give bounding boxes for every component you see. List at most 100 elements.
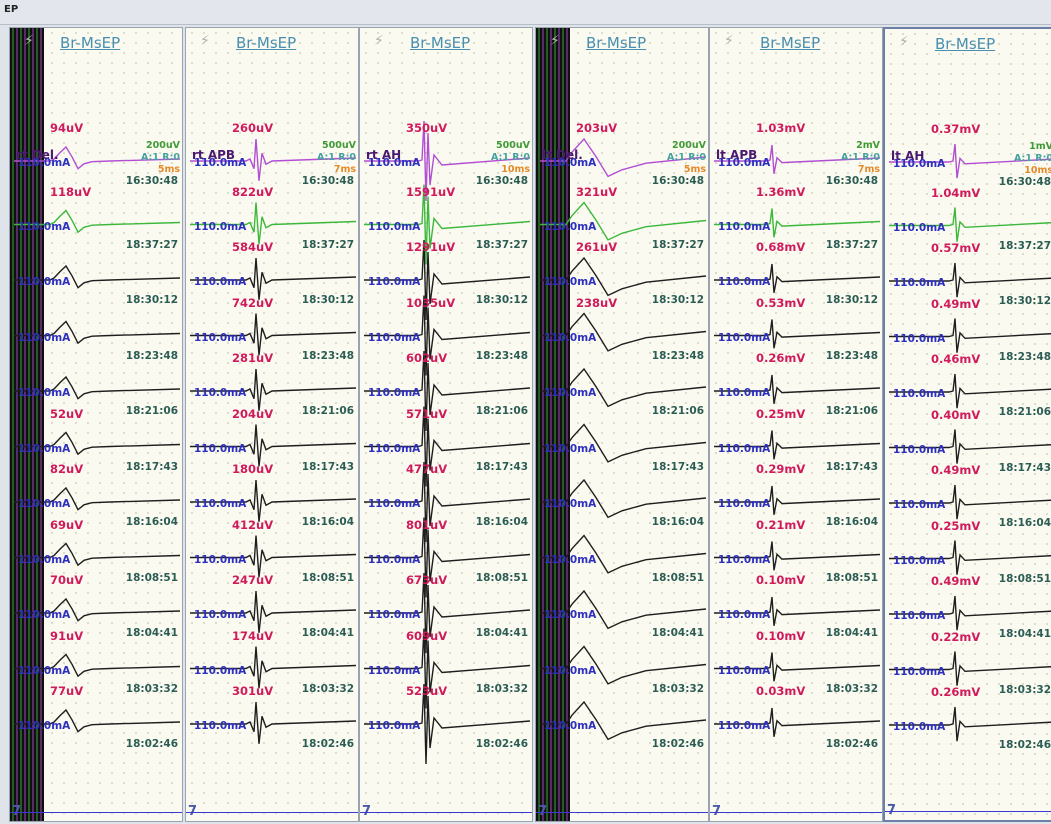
timestamp-label: 18:04:41 bbox=[125, 627, 178, 639]
marker-seven: 7 bbox=[12, 804, 22, 819]
stim-current-label: 110.0mA bbox=[893, 277, 946, 289]
timestamp-label: 16:30:48 bbox=[651, 175, 704, 187]
amplitude-label: 52uV bbox=[50, 406, 84, 421]
timestamp-label: 18:17:43 bbox=[825, 460, 878, 473]
stim-current-label: 110.0mA bbox=[194, 498, 247, 510]
ep-panel-5[interactable]: ⚡ Br-MsEP lt APB 2mV A:1 R:0 7ms 1.03mV 110.0mA… bbox=[709, 27, 883, 822]
stim-current-label: 110.0mA bbox=[18, 387, 71, 399]
stim-current-label: 110.0mA bbox=[718, 220, 771, 233]
timestamp-label: 18:17:43 bbox=[125, 460, 178, 473]
stim-current-label: 110.0mA bbox=[544, 609, 597, 621]
ep-panel-6[interactable]: ⚡ Br-MsEP lt AH 1mV A:1 R:0 10ms 0.37mV 110.0mA… bbox=[883, 27, 1051, 822]
trace-4 bbox=[540, 312, 707, 352]
timestamp-label: 18:03:32 bbox=[301, 682, 354, 695]
stim-current-label: 110.0mA bbox=[544, 720, 597, 732]
amplitude-label: 571uV bbox=[406, 406, 448, 421]
ep-panel-4[interactable]: ⚡ Br-MsEP lt Del. 200uV A:1 R:0 5ms 203uV 110.0… bbox=[535, 27, 709, 822]
timestamp-label: 18:23:48 bbox=[301, 349, 354, 362]
stim-current-label: 110.0mA bbox=[893, 499, 946, 511]
timestamp-label: 18:37:27 bbox=[301, 238, 354, 251]
gain-label: A:1 R:0 bbox=[667, 152, 706, 163]
stim-current-label: 110.0mA bbox=[544, 220, 597, 233]
timestamp-label: 18:04:41 bbox=[301, 627, 354, 639]
trace-10 bbox=[714, 652, 881, 682]
stim-current-label: 110.0mA bbox=[194, 387, 247, 399]
timestamp-label: 18:08:51 bbox=[475, 571, 528, 584]
amplitude-label: 742uV bbox=[232, 295, 274, 310]
sweep-label: 10ms bbox=[501, 164, 530, 175]
stim-current-label: 110.0mA bbox=[893, 665, 946, 678]
stim-current-label: 110.0mA bbox=[718, 276, 771, 288]
timestamp-label: 18:08:51 bbox=[301, 571, 354, 584]
ep-panel-2[interactable]: ⚡ Br-MsEP rt APB 500uV A:1 R:0 7ms 260uV 110.0m… bbox=[185, 27, 359, 822]
stim-current-label: 110.0mA bbox=[368, 157, 421, 169]
amplitude-label: 412uV bbox=[232, 517, 274, 532]
panel-title-link[interactable]: Br-MsEP bbox=[935, 35, 996, 53]
timestamp-label: 18:17:43 bbox=[301, 460, 354, 473]
trace-10 bbox=[540, 645, 707, 685]
panel-title-link[interactable]: Br-MsEP bbox=[60, 34, 121, 52]
amplitude-label: 118uV bbox=[50, 184, 92, 199]
stim-current-label: 110.0mA bbox=[893, 158, 946, 170]
marker-seven: 7 bbox=[538, 804, 548, 819]
panel-title-link[interactable]: Br-MsEP bbox=[236, 34, 297, 52]
bottom-axis-ticks bbox=[10, 812, 182, 821]
sweep-label: 5ms bbox=[683, 164, 706, 175]
stim-current-label: 110.0mA bbox=[544, 387, 597, 399]
trace-6 bbox=[714, 430, 881, 460]
waveform-traces bbox=[714, 144, 881, 737]
panel-title-link[interactable]: Br-MsEP bbox=[760, 34, 821, 52]
timestamp-label: 18:30:12 bbox=[125, 294, 178, 306]
timestamp-label: 18:21:06 bbox=[998, 406, 1051, 418]
waveform-traces bbox=[536, 28, 707, 821]
panel-title-link[interactable]: Br-MsEP bbox=[410, 34, 471, 52]
trace-3 bbox=[190, 257, 357, 300]
trace-5 bbox=[714, 374, 881, 404]
trace-5 bbox=[14, 375, 181, 400]
trace-2 bbox=[714, 208, 881, 238]
stim-current-label: 110.0mA bbox=[18, 442, 71, 455]
amplitude-label: 801uV bbox=[406, 517, 448, 532]
timestamp-label: 18:08:51 bbox=[125, 571, 178, 584]
amplitude-label: 673uV bbox=[406, 573, 448, 587]
stim-current-label: 110.0mA bbox=[194, 276, 247, 288]
trace-5 bbox=[540, 367, 707, 408]
timestamp-label: 18:17:43 bbox=[998, 461, 1051, 474]
stim-current-label: 110.0mA bbox=[368, 276, 421, 288]
site-label: rt AH bbox=[366, 148, 402, 162]
amplitude-label: 69uV bbox=[50, 517, 84, 532]
amplitude-label: 70uV bbox=[50, 573, 84, 587]
amplitude-label: 0.25mV bbox=[756, 406, 806, 421]
sweep-label: 7ms bbox=[857, 164, 880, 175]
trace-2 bbox=[14, 209, 181, 234]
trace-11 bbox=[364, 683, 531, 765]
trace-5 bbox=[190, 368, 357, 411]
ep-panel-1[interactable]: ⚡ Br-MsEP rt Del. 200uV A:1 R:0 5ms 94uV 110.0m… bbox=[9, 27, 183, 822]
ep-panel-3[interactable]: ⚡ Br-MsEP rt AH 500uV A:1 R:0 10ms 350uV 110.0m… bbox=[359, 27, 533, 822]
amplitude-label: 1591uV bbox=[406, 184, 456, 199]
timestamp-label: 18:21:06 bbox=[301, 405, 354, 417]
amplitude-label: 174uV bbox=[232, 628, 274, 643]
stim-current-label: 110.0mA bbox=[544, 157, 597, 169]
trace-1 bbox=[540, 137, 707, 178]
trace-4 bbox=[364, 295, 531, 376]
amplitude-label: 91uV bbox=[50, 628, 84, 643]
stim-current-label: 110.0mA bbox=[718, 442, 771, 455]
timestamp-label: 18:16:04 bbox=[125, 516, 178, 528]
trace-9 bbox=[889, 595, 1051, 631]
amplitude-label: 0.10mV bbox=[756, 628, 806, 643]
gain-label: A:1 R:0 bbox=[141, 152, 180, 163]
trace-7 bbox=[714, 485, 881, 515]
site-label: rt Del. bbox=[16, 148, 59, 162]
timestamp-label: 16:30:48 bbox=[998, 176, 1051, 188]
marker-seven: 7 bbox=[362, 804, 372, 819]
panel-title-link[interactable]: Br-MsEP bbox=[586, 34, 647, 52]
stim-current-label: 110.0mA bbox=[194, 157, 247, 169]
stimulus-artifact-block bbox=[536, 28, 570, 821]
timestamp-label: 18:37:27 bbox=[475, 238, 528, 251]
lightning-icon: ⚡ bbox=[200, 33, 210, 49]
amplitude-label: 238uV bbox=[576, 295, 618, 310]
trace-1 bbox=[364, 120, 531, 202]
gain-label: A:1 R:0 bbox=[317, 152, 356, 163]
stim-current-label: 110.0mA bbox=[893, 332, 946, 345]
